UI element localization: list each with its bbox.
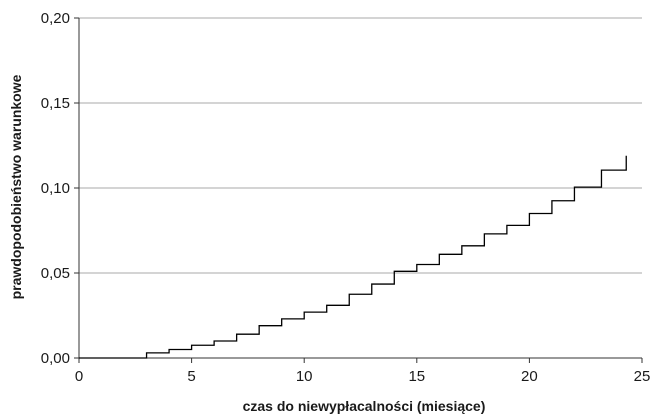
x-axis-label: czas do niewypłacalności (miesiące) bbox=[243, 398, 486, 414]
x-tick-label: 0 bbox=[75, 368, 83, 385]
x-tick-label: 25 bbox=[634, 368, 651, 385]
x-tick-label: 20 bbox=[521, 368, 538, 385]
x-tick-labels: 0 5 10 15 20 25 bbox=[75, 368, 651, 385]
x-tick-label: 15 bbox=[408, 368, 425, 385]
axes bbox=[74, 17, 643, 363]
y-tick-label: 0,00 bbox=[41, 350, 70, 367]
y-tick-label: 0,15 bbox=[41, 95, 70, 112]
y-tick-label: 0,05 bbox=[41, 265, 70, 282]
x-tick-label: 5 bbox=[187, 368, 195, 385]
series-layer bbox=[79, 155, 627, 359]
y-tick-label: 0,10 bbox=[41, 180, 70, 197]
grid-lines bbox=[79, 17, 642, 274]
series-step-line bbox=[79, 155, 627, 359]
y-tick-labels: 0,00 0,05 0,10 0,15 0,20 bbox=[41, 10, 70, 367]
y-axis-label: prawdopodobieństwo warunkowe bbox=[8, 74, 24, 299]
x-tick-label: 10 bbox=[296, 368, 313, 385]
y-tick-label: 0,20 bbox=[41, 10, 70, 27]
